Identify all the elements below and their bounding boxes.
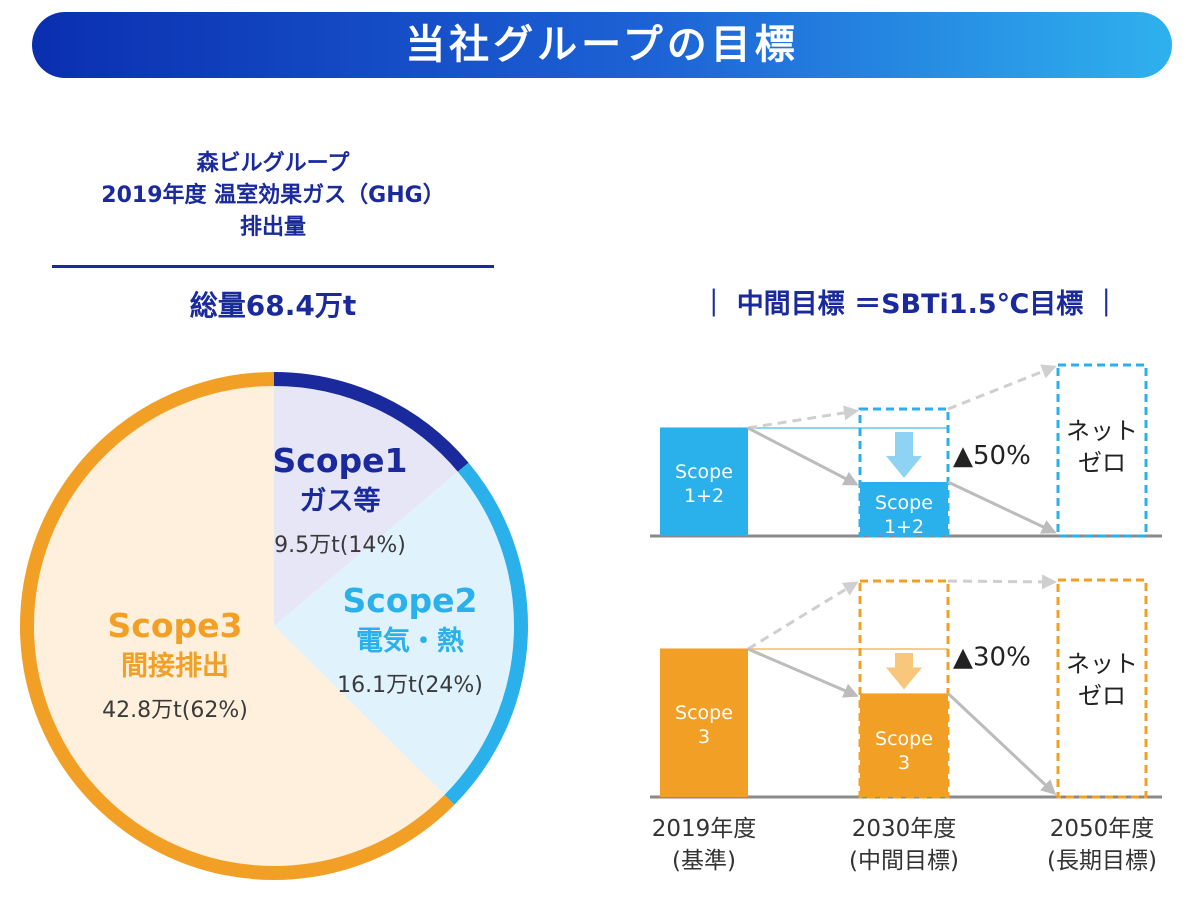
x-label-2-note: (中間目標) <box>849 848 959 874</box>
summary-title-line-1: 森ビルグループ <box>196 151 350 176</box>
pie-ring-scope3 <box>20 372 455 880</box>
ghg-summary-title: 森ビルグループ 2019年度 温室効果ガス（GHG） 排出量 <box>52 148 494 244</box>
panel-1-bar-2 <box>860 482 948 536</box>
summary-divider <box>52 265 494 268</box>
panel-1-reduction-arrow-2 <box>947 480 1057 534</box>
x-label-2-year: 2030年度 <box>852 816 957 842</box>
scope1-value: 9.5万t(14%) <box>274 533 406 558</box>
pie-slice-scope1 <box>274 386 458 626</box>
panel-2-bar-2-label-line-2: 3 <box>898 752 910 774</box>
panel-2-target-box <box>858 579 950 799</box>
panel-2-net-zero-line-2: ゼロ <box>1078 682 1126 710</box>
panel-2-net-zero-box <box>1056 578 1148 799</box>
panel-1-bar-2-label-line-1: Scope <box>875 492 933 514</box>
summary-title-line-2: 2019年度 温室効果ガス（GHG） <box>101 183 445 208</box>
pie-ring-scope2 <box>444 462 528 805</box>
panel-2-net-zero-line-1: ネット <box>1066 650 1138 678</box>
x-label-1-year: 2019年度 <box>652 816 757 842</box>
panel-1-down-arrow-icon <box>886 432 922 478</box>
scope3-category: 間接排出 <box>121 651 229 682</box>
page-title: 当社グループの目標 <box>405 22 799 68</box>
panel-2-bar-2-label-line-1: Scope <box>875 728 933 750</box>
scope3-value: 42.8万t(62%) <box>102 698 248 723</box>
panel-1-bar-1-label-line-2: 1+2 <box>684 485 724 507</box>
panel-1-bau-arrow-1 <box>747 405 859 430</box>
panel-1-net-zero-line-2: ゼロ <box>1078 449 1126 477</box>
page-title-banner: 当社グループの目標 <box>32 12 1172 78</box>
scope1-category: ガス等 <box>300 485 381 517</box>
panel-1-bar-2-label-line-2: 1+2 <box>884 516 924 538</box>
panel-1-bar-1-label-line-1: Scope <box>675 461 733 483</box>
x-label-1-note: (基準) <box>672 848 736 874</box>
scope2-value: 16.1万t(24%) <box>337 673 483 698</box>
panel-1-reduction-label: ▲50% <box>953 441 1031 471</box>
x-label-3-note: (長期目標) <box>1047 848 1157 874</box>
panel-2-bar-1 <box>660 649 748 797</box>
summary-title-line-3: 排出量 <box>239 215 306 240</box>
panel-1-net-zero-line-1: ネット <box>1066 417 1138 445</box>
panel-2-reduction-arrow-2 <box>946 692 1057 796</box>
pie-ring-scope1 <box>273 372 469 472</box>
pie-slice-scope3 <box>33 386 445 866</box>
panel-2-bar-1-label-line-2: 3 <box>698 726 710 748</box>
scope2-category: 電気・熱 <box>356 625 464 657</box>
interim-target-heading: ｜ 中間目標 ＝SBTi1.5℃目標 ｜ <box>700 289 1120 320</box>
ghg-total: 総量68.4万t <box>189 289 357 322</box>
pie-slice-scope2 <box>274 471 514 795</box>
scope1-label: Scope1 <box>273 441 408 480</box>
panel-1-bau-arrow-2 <box>947 364 1057 411</box>
panel-2-bau-arrow-1 <box>747 581 859 651</box>
panel-2-bar-2 <box>860 693 948 797</box>
panel-1-net-zero-box <box>1056 363 1148 538</box>
panel-1-target-box <box>858 407 950 538</box>
panel-2-down-arrow-icon <box>886 653 922 690</box>
panel-2-bau-arrow-2 <box>947 574 1057 590</box>
x-label-3-year: 2050年度 <box>1050 816 1155 842</box>
scope2-label: Scope2 <box>343 581 478 620</box>
panel-1-reduction-arrow-1 <box>747 426 859 486</box>
panel-2-reduction-label: ▲30% <box>953 642 1031 672</box>
panel-1-bar-1 <box>660 428 748 536</box>
scope3-label: Scope3 <box>108 606 243 645</box>
interim-target-label: 中間目標 ＝SBTi1.5℃目標 <box>736 289 1084 320</box>
panel-2-reduction-arrow-1 <box>747 647 859 698</box>
panel-2-bar-1-label-line-1: Scope <box>675 702 733 724</box>
